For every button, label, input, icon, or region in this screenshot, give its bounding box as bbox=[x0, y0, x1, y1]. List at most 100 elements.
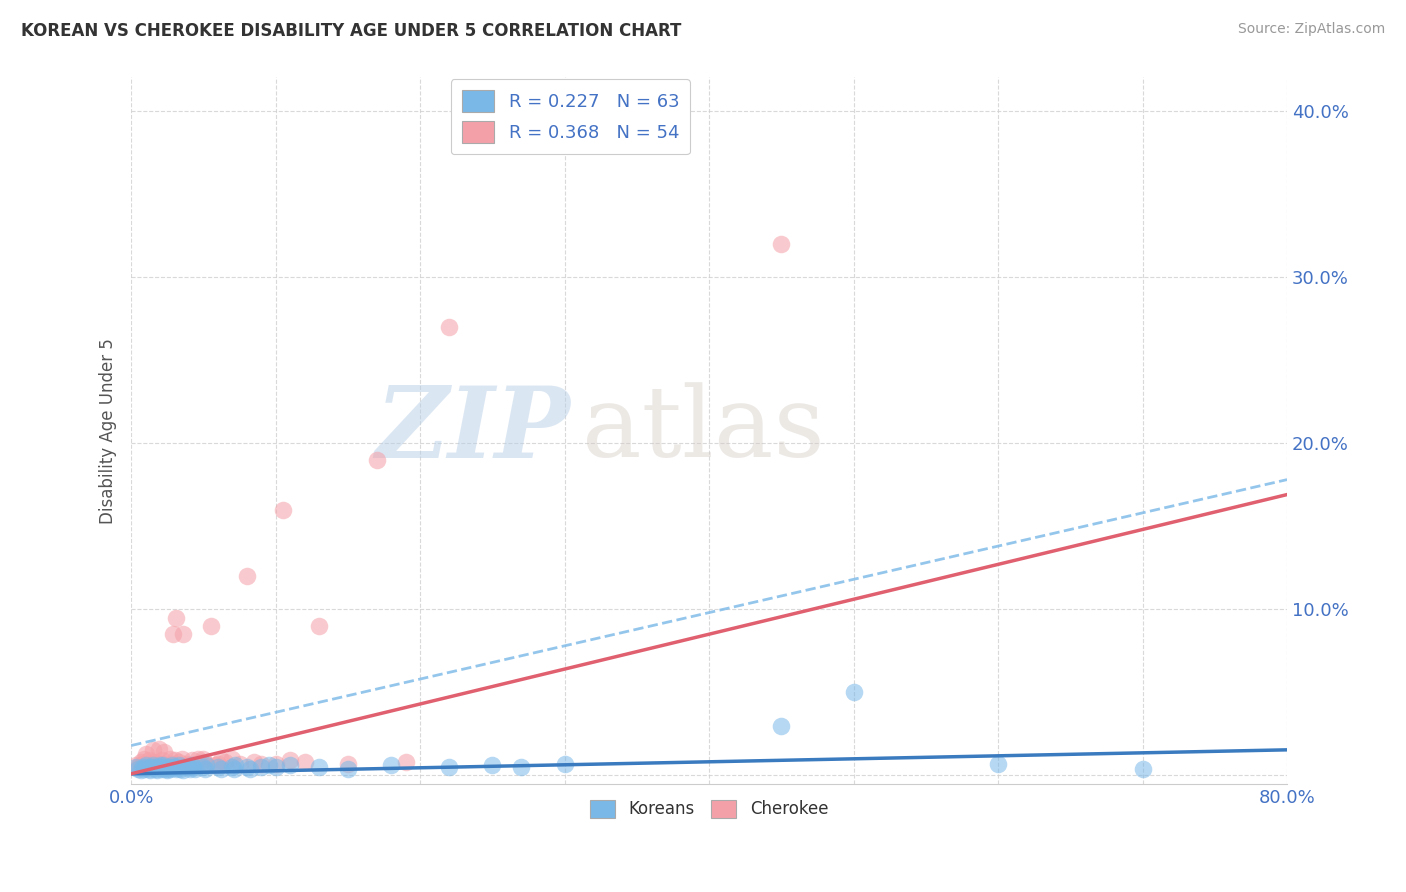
Point bbox=[221, 752, 243, 766]
Point bbox=[207, 760, 229, 774]
Point bbox=[143, 760, 166, 774]
Point bbox=[165, 762, 187, 776]
Point bbox=[395, 755, 418, 769]
Point bbox=[135, 747, 157, 761]
Point bbox=[336, 762, 359, 776]
Point bbox=[278, 754, 301, 768]
Point bbox=[239, 762, 262, 776]
Point bbox=[179, 762, 201, 776]
Point bbox=[152, 756, 174, 771]
Point bbox=[437, 319, 460, 334]
Point bbox=[1132, 762, 1154, 776]
Point bbox=[236, 760, 259, 774]
Point bbox=[193, 752, 215, 766]
Point bbox=[842, 685, 865, 699]
Point bbox=[172, 764, 194, 778]
Point bbox=[132, 756, 155, 771]
Point bbox=[336, 756, 359, 771]
Point bbox=[193, 760, 215, 774]
Point bbox=[141, 760, 163, 774]
Point bbox=[135, 760, 157, 774]
Point bbox=[157, 760, 180, 774]
Point bbox=[209, 754, 232, 768]
Point bbox=[149, 760, 172, 774]
Point bbox=[138, 754, 160, 768]
Point bbox=[146, 764, 169, 778]
Point bbox=[195, 756, 218, 771]
Point bbox=[987, 756, 1010, 771]
Point bbox=[162, 627, 184, 641]
Point bbox=[228, 756, 250, 771]
Point bbox=[132, 760, 155, 774]
Point bbox=[134, 752, 156, 766]
Point bbox=[510, 760, 533, 774]
Point bbox=[380, 758, 402, 772]
Point bbox=[127, 760, 149, 774]
Point bbox=[150, 762, 173, 776]
Point bbox=[437, 760, 460, 774]
Point bbox=[131, 764, 153, 778]
Point bbox=[159, 762, 181, 776]
Point bbox=[149, 756, 172, 771]
Point bbox=[163, 760, 186, 774]
Point bbox=[184, 762, 207, 776]
Point bbox=[149, 758, 172, 772]
Point bbox=[195, 758, 218, 772]
Point bbox=[308, 760, 330, 774]
Point bbox=[148, 742, 170, 756]
Point bbox=[146, 758, 169, 772]
Point bbox=[366, 452, 388, 467]
Point bbox=[181, 758, 204, 772]
Point bbox=[221, 760, 243, 774]
Point bbox=[308, 619, 330, 633]
Point bbox=[155, 762, 177, 776]
Point bbox=[264, 760, 287, 774]
Point bbox=[156, 764, 179, 778]
Point bbox=[264, 756, 287, 771]
Y-axis label: Disability Age Under 5: Disability Age Under 5 bbox=[100, 338, 117, 524]
Text: atlas: atlas bbox=[582, 383, 825, 478]
Point bbox=[139, 756, 162, 771]
Point bbox=[143, 755, 166, 769]
Point bbox=[236, 569, 259, 583]
Point bbox=[271, 502, 294, 516]
Point bbox=[145, 762, 167, 776]
Point bbox=[163, 754, 186, 768]
Point bbox=[156, 760, 179, 774]
Point bbox=[162, 760, 184, 774]
Point bbox=[139, 764, 162, 778]
Point bbox=[200, 619, 222, 633]
Point bbox=[243, 755, 266, 769]
Legend: Koreans, Cherokee: Koreans, Cherokee bbox=[583, 793, 835, 825]
Point bbox=[142, 743, 165, 757]
Point bbox=[153, 760, 176, 774]
Point bbox=[214, 755, 236, 769]
Point bbox=[294, 755, 316, 769]
Point bbox=[167, 755, 190, 769]
Point bbox=[127, 762, 149, 776]
Point bbox=[257, 758, 280, 772]
Point bbox=[169, 762, 191, 776]
Point bbox=[174, 756, 197, 771]
Point bbox=[160, 758, 183, 772]
Point bbox=[166, 758, 188, 772]
Point bbox=[209, 762, 232, 776]
Point bbox=[124, 758, 146, 772]
Point bbox=[153, 745, 176, 759]
Point bbox=[222, 762, 245, 776]
Point bbox=[134, 762, 156, 776]
Point bbox=[224, 758, 246, 772]
Point bbox=[166, 760, 188, 774]
Point bbox=[170, 752, 193, 766]
Point bbox=[177, 760, 200, 774]
Point bbox=[160, 756, 183, 771]
Point bbox=[150, 754, 173, 768]
Point bbox=[194, 762, 217, 776]
Text: KOREAN VS CHEROKEE DISABILITY AGE UNDER 5 CORRELATION CHART: KOREAN VS CHEROKEE DISABILITY AGE UNDER … bbox=[21, 22, 682, 40]
Point bbox=[250, 760, 273, 774]
Point bbox=[183, 760, 205, 774]
Point bbox=[148, 760, 170, 774]
Point bbox=[152, 758, 174, 772]
Point bbox=[170, 760, 193, 774]
Point bbox=[278, 758, 301, 772]
